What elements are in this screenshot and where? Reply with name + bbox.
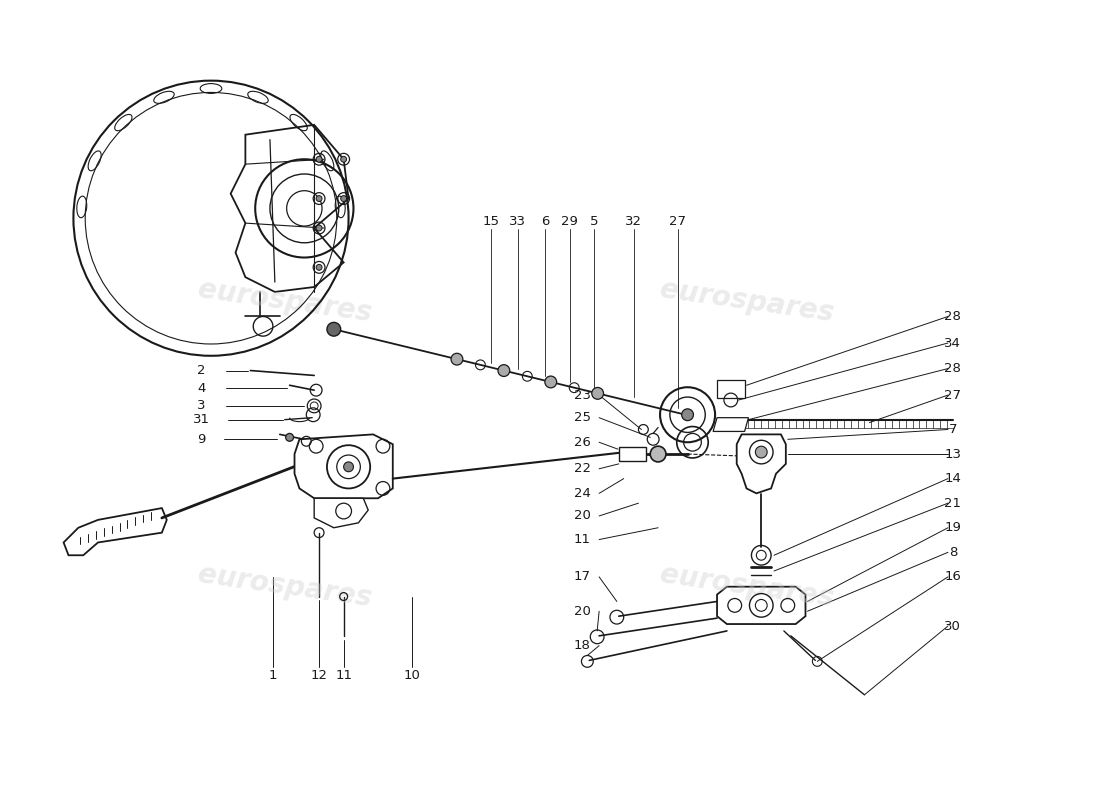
Text: 10: 10 [404, 669, 421, 682]
Text: 30: 30 [945, 619, 961, 633]
Polygon shape [231, 125, 349, 292]
Text: 19: 19 [945, 522, 961, 534]
Text: 33: 33 [509, 214, 526, 228]
Circle shape [498, 365, 509, 377]
Text: 24: 24 [574, 487, 591, 500]
Text: 9: 9 [197, 433, 206, 446]
Circle shape [451, 354, 463, 365]
Polygon shape [717, 586, 805, 624]
Circle shape [650, 446, 666, 462]
Text: 11: 11 [336, 669, 352, 682]
Text: 20: 20 [574, 605, 591, 618]
Circle shape [343, 462, 353, 472]
Text: 3: 3 [197, 399, 206, 412]
Text: 17: 17 [574, 570, 591, 583]
Text: 13: 13 [945, 447, 961, 461]
Polygon shape [713, 418, 748, 431]
Text: 27: 27 [669, 214, 686, 228]
FancyBboxPatch shape [717, 380, 745, 398]
Circle shape [592, 387, 604, 399]
Text: 29: 29 [561, 214, 579, 228]
Text: eurospares: eurospares [196, 276, 374, 328]
Text: 27: 27 [945, 389, 961, 402]
Text: 2: 2 [197, 364, 206, 377]
Text: 28: 28 [945, 362, 961, 375]
Text: 20: 20 [574, 510, 591, 522]
Circle shape [286, 434, 294, 442]
Text: 6: 6 [541, 214, 549, 228]
Text: eurospares: eurospares [658, 561, 835, 613]
Circle shape [341, 156, 346, 162]
Text: 12: 12 [310, 669, 328, 682]
Text: 22: 22 [574, 462, 591, 475]
Text: 18: 18 [574, 639, 591, 652]
Text: eurospares: eurospares [658, 276, 835, 328]
Circle shape [544, 376, 557, 388]
Text: 15: 15 [483, 214, 499, 228]
Text: 23: 23 [574, 389, 591, 402]
Text: 7: 7 [948, 423, 957, 436]
Polygon shape [315, 498, 368, 528]
Polygon shape [64, 508, 167, 555]
Text: 25: 25 [574, 411, 591, 424]
Circle shape [316, 264, 322, 270]
Text: 14: 14 [945, 472, 961, 485]
Circle shape [756, 446, 767, 458]
Text: 28: 28 [945, 310, 961, 323]
Circle shape [316, 196, 322, 202]
Text: 1: 1 [268, 669, 277, 682]
Text: 21: 21 [945, 497, 961, 510]
Text: 4: 4 [197, 382, 206, 394]
Text: 11: 11 [574, 533, 591, 546]
Circle shape [316, 225, 322, 231]
Circle shape [341, 196, 346, 202]
Circle shape [682, 409, 693, 421]
Text: 34: 34 [945, 337, 961, 350]
FancyBboxPatch shape [619, 447, 647, 461]
Text: eurospares: eurospares [196, 561, 374, 613]
Text: 8: 8 [948, 546, 957, 559]
Circle shape [316, 156, 322, 162]
Circle shape [327, 322, 341, 336]
Polygon shape [295, 434, 393, 498]
Text: 26: 26 [574, 436, 591, 449]
Text: 5: 5 [590, 214, 598, 228]
Text: 32: 32 [625, 214, 642, 228]
Text: 31: 31 [192, 413, 210, 426]
Text: 16: 16 [945, 570, 961, 583]
Polygon shape [737, 434, 785, 494]
